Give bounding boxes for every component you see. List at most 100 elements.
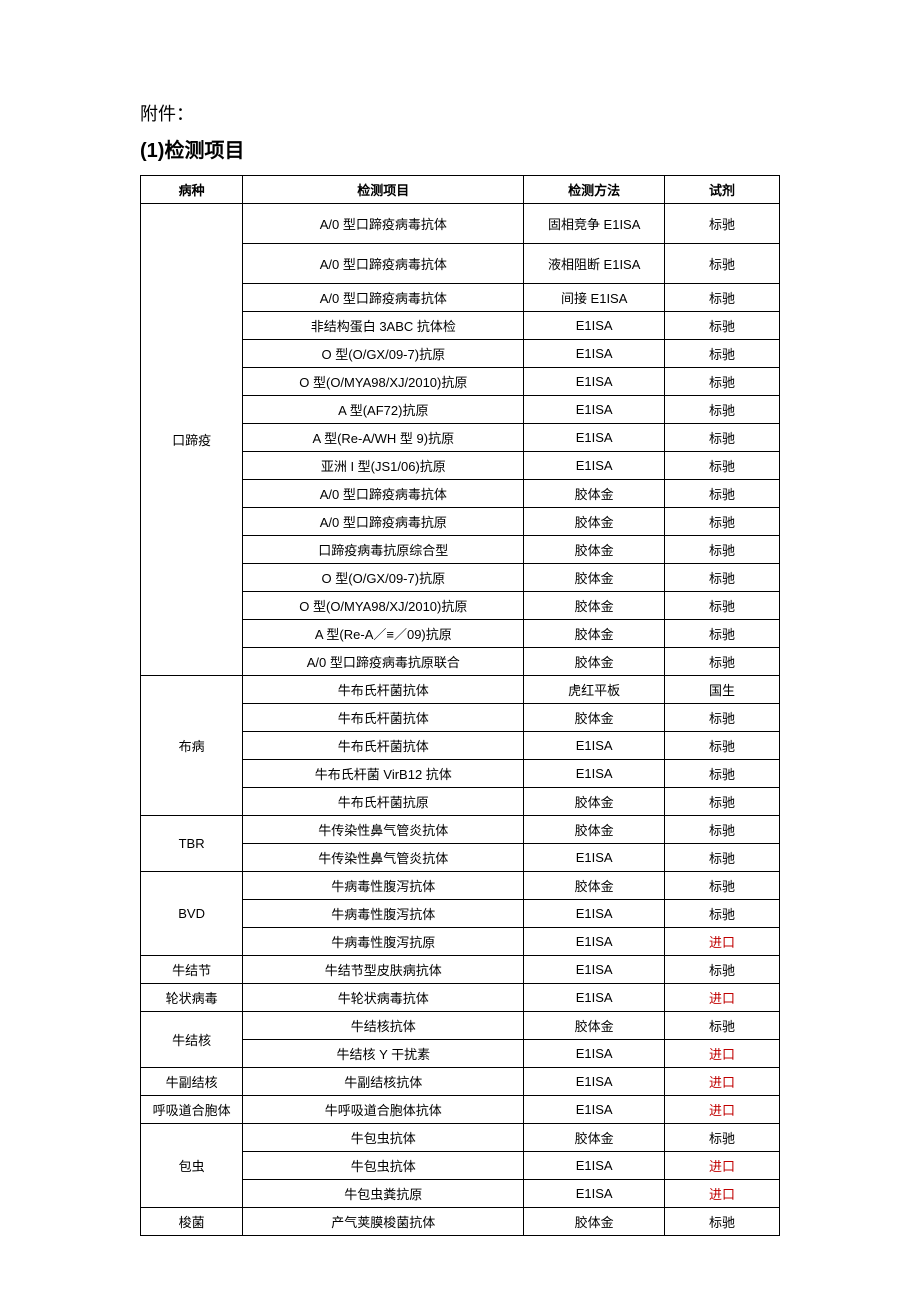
disease-cell: 口蹄疫: [141, 204, 243, 676]
item-cell: 牛轮状病毒抗体: [243, 984, 524, 1012]
item-cell: 亚洲 I 型(JS1/06)抗原: [243, 452, 524, 480]
method-cell: E1ISA: [524, 928, 665, 956]
method-cell: E1ISA: [524, 396, 665, 424]
reagent-cell: 标驰: [664, 368, 779, 396]
item-cell: A/0 型口蹄疫病毒抗体: [243, 480, 524, 508]
table-row: 呼吸道合胞体牛呼吸道合胞体抗体E1ISA进口: [141, 1096, 780, 1124]
method-cell: E1ISA: [524, 1180, 665, 1208]
method-cell: E1ISA: [524, 1096, 665, 1124]
method-cell: E1ISA: [524, 312, 665, 340]
reagent-cell: 标驰: [664, 452, 779, 480]
disease-cell: 梭菌: [141, 1208, 243, 1236]
attachment-label: 附件：: [140, 100, 780, 126]
item-cell: 牛布氏杆菌抗体: [243, 704, 524, 732]
method-cell: 胶体金: [524, 480, 665, 508]
item-cell: 牛呼吸道合胞体抗体: [243, 1096, 524, 1124]
table-row: 轮状病毒牛轮状病毒抗体E1ISA进口: [141, 984, 780, 1012]
disease-cell: BVD: [141, 872, 243, 956]
item-cell: 口蹄疫病毒抗原综合型: [243, 536, 524, 564]
reagent-cell: 标驰: [664, 760, 779, 788]
reagent-cell: 标驰: [664, 956, 779, 984]
reagent-cell: 标驰: [664, 480, 779, 508]
table-row: 口蹄疫A/0 型口蹄疫病毒抗体固相竞争 E1ISA标驰: [141, 204, 780, 244]
item-cell: A/0 型口蹄疫病毒抗体: [243, 204, 524, 244]
reagent-cell: 标驰: [664, 816, 779, 844]
disease-cell: 呼吸道合胞体: [141, 1096, 243, 1124]
item-cell: 非结构蛋白 3ABC 抗体检: [243, 312, 524, 340]
reagent-cell: 标驰: [664, 312, 779, 340]
item-cell: 牛结核 Y 干扰素: [243, 1040, 524, 1068]
item-cell: O 型(O/GX/09-7)抗原: [243, 564, 524, 592]
item-cell: 牛包虫抗体: [243, 1124, 524, 1152]
reagent-cell: 标驰: [664, 508, 779, 536]
method-cell: 胶体金: [524, 620, 665, 648]
reagent-cell: 国生: [664, 676, 779, 704]
item-cell: 牛包虫粪抗原: [243, 1180, 524, 1208]
reagent-cell: 标驰: [664, 592, 779, 620]
item-cell: 牛病毒性腹泻抗原: [243, 928, 524, 956]
method-cell: 固相竞争 E1ISA: [524, 204, 665, 244]
reagent-cell: 进口: [664, 928, 779, 956]
reagent-cell: 标驰: [664, 1012, 779, 1040]
method-cell: 间接 E1ISA: [524, 284, 665, 312]
reagent-cell: 进口: [664, 984, 779, 1012]
header-method: 检测方法: [524, 176, 665, 204]
method-cell: 胶体金: [524, 816, 665, 844]
reagent-cell: 标驰: [664, 648, 779, 676]
item-cell: A/0 型口蹄疫病毒抗原联合: [243, 648, 524, 676]
disease-cell: 包虫: [141, 1124, 243, 1208]
item-cell: 产气荚膜梭菌抗体: [243, 1208, 524, 1236]
item-cell: 牛病毒性腹泻抗体: [243, 900, 524, 928]
reagent-cell: 标驰: [664, 244, 779, 284]
disease-cell: 牛结核: [141, 1012, 243, 1068]
table-row: 梭菌产气荚膜梭菌抗体胶体金标驰: [141, 1208, 780, 1236]
detection-table: 病种 检测项目 检测方法 试剂 口蹄疫A/0 型口蹄疫病毒抗体固相竞争 E1IS…: [140, 175, 780, 1236]
method-cell: 胶体金: [524, 564, 665, 592]
reagent-cell: 进口: [664, 1152, 779, 1180]
reagent-cell: 标驰: [664, 1208, 779, 1236]
reagent-cell: 标驰: [664, 620, 779, 648]
method-cell: E1ISA: [524, 900, 665, 928]
method-cell: E1ISA: [524, 340, 665, 368]
reagent-cell: 标驰: [664, 788, 779, 816]
table-row: 布病牛布氏杆菌抗体虎红平板国生: [141, 676, 780, 704]
item-cell: O 型(O/MYA98/XJ/2010)抗原: [243, 368, 524, 396]
item-cell: A/0 型口蹄疫病毒抗原: [243, 508, 524, 536]
reagent-cell: 标驰: [664, 1124, 779, 1152]
reagent-cell: 标驰: [664, 396, 779, 424]
disease-cell: 轮状病毒: [141, 984, 243, 1012]
method-cell: 胶体金: [524, 592, 665, 620]
reagent-cell: 标驰: [664, 424, 779, 452]
item-cell: 牛传染性鼻气管炎抗体: [243, 816, 524, 844]
reagent-cell: 标驰: [664, 340, 779, 368]
item-cell: 牛传染性鼻气管炎抗体: [243, 844, 524, 872]
disease-cell: 牛结节: [141, 956, 243, 984]
reagent-cell: 标驰: [664, 732, 779, 760]
item-cell: A/0 型口蹄疫病毒抗体: [243, 284, 524, 312]
item-cell: 牛病毒性腹泻抗体: [243, 872, 524, 900]
reagent-cell: 进口: [664, 1040, 779, 1068]
table-row: TBR牛传染性鼻气管炎抗体胶体金标驰: [141, 816, 780, 844]
method-cell: 胶体金: [524, 536, 665, 564]
item-cell: 牛布氏杆菌 VirB12 抗体: [243, 760, 524, 788]
method-cell: E1ISA: [524, 424, 665, 452]
reagent-cell: 进口: [664, 1096, 779, 1124]
method-cell: E1ISA: [524, 844, 665, 872]
reagent-cell: 标驰: [664, 204, 779, 244]
item-cell: A 型(Re-A／≡／09)抗原: [243, 620, 524, 648]
method-cell: 胶体金: [524, 1012, 665, 1040]
method-cell: 虎红平板: [524, 676, 665, 704]
method-cell: E1ISA: [524, 452, 665, 480]
item-cell: O 型(O/GX/09-7)抗原: [243, 340, 524, 368]
table-row: 牛结节牛结节型皮肤病抗体E1ISA标驰: [141, 956, 780, 984]
method-cell: E1ISA: [524, 1068, 665, 1096]
method-cell: E1ISA: [524, 368, 665, 396]
item-cell: 牛包虫抗体: [243, 1152, 524, 1180]
reagent-cell: 标驰: [664, 704, 779, 732]
section-title: (1)检测项目: [140, 134, 780, 163]
disease-cell: 牛副结核: [141, 1068, 243, 1096]
method-cell: 胶体金: [524, 704, 665, 732]
reagent-cell: 标驰: [664, 872, 779, 900]
method-cell: 胶体金: [524, 1124, 665, 1152]
header-disease: 病种: [141, 176, 243, 204]
